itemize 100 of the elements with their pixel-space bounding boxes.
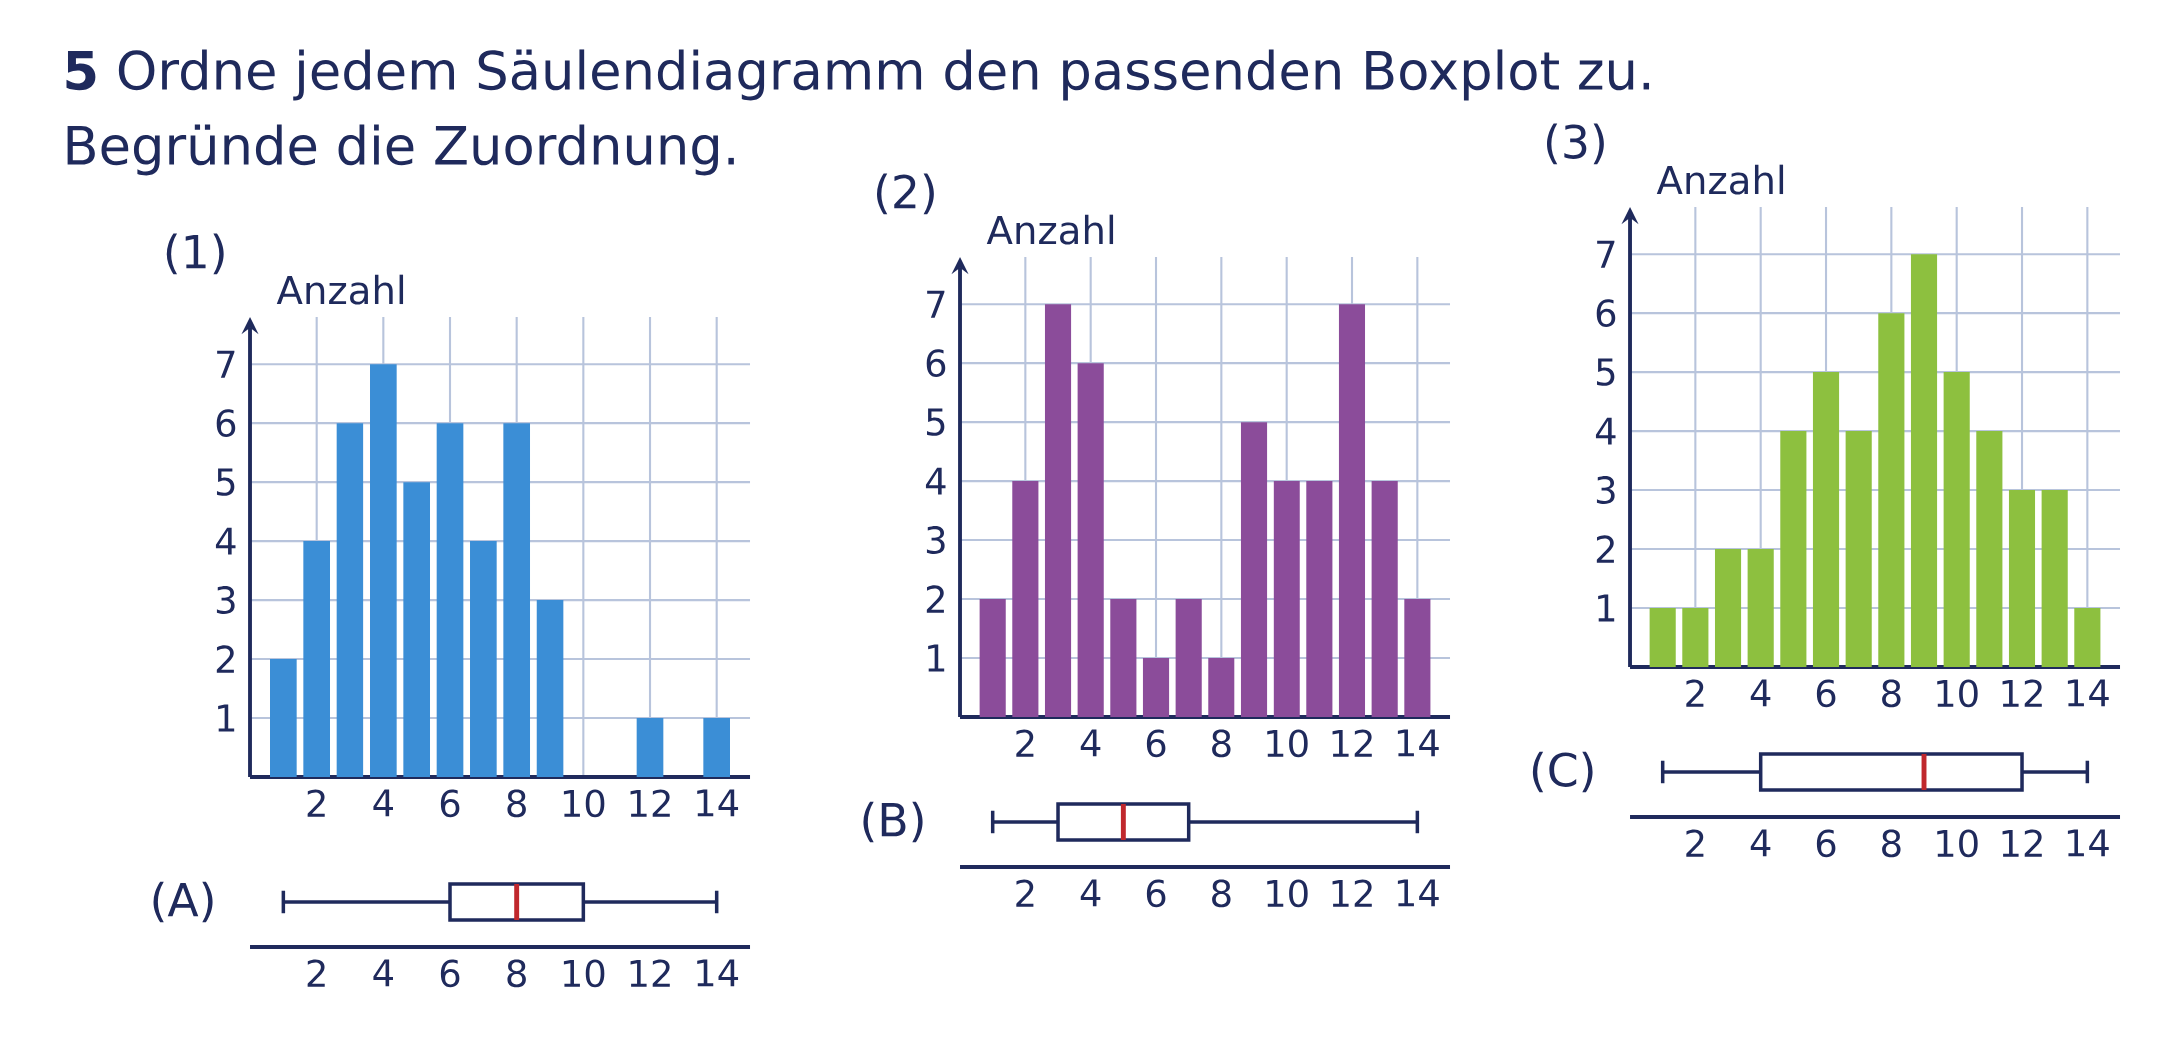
- x-tick-label: 2: [1016, 879, 1034, 907]
- y-tick-label: 4: [215, 527, 236, 555]
- x-tick-label: 6: [440, 789, 460, 818]
- y-tick-label: 7: [927, 290, 945, 318]
- y-tick-label: 1: [218, 704, 235, 732]
- x-tick-label: 14: [2067, 679, 2109, 707]
- bar: [1240, 422, 1268, 717]
- y-tick-label: (B): [863, 801, 923, 843]
- y-tick-label: 7: [1597, 240, 1615, 268]
- x-tick-label: 2: [1686, 829, 1704, 857]
- chart-title: (2): [876, 173, 934, 215]
- bar: [336, 423, 364, 777]
- y-tick-label: 3: [926, 526, 945, 554]
- bar: [1338, 304, 1366, 717]
- y-tick-label: 5: [1596, 358, 1615, 386]
- y-tick-label: 6: [216, 409, 236, 438]
- x-tick-label: 2: [1686, 679, 1704, 707]
- bar: [1780, 431, 1807, 667]
- x-tick-label: 14: [1397, 879, 1439, 907]
- x-tick-label: 14: [2067, 829, 2109, 857]
- bar: [1878, 313, 1905, 667]
- y-axis-title: Anzahl: [276, 274, 404, 305]
- bar: [1747, 549, 1774, 667]
- x-tick-label: 14: [1397, 729, 1439, 757]
- bar: [503, 423, 531, 777]
- bar: [403, 482, 431, 777]
- x-tick-label: 8: [1212, 729, 1231, 758]
- x-tick-label: 6: [440, 959, 460, 988]
- bar: [1943, 372, 1970, 667]
- bar: [2074, 608, 2101, 667]
- x-tick-label: 8: [507, 789, 526, 818]
- x-tick-label: 14: [697, 959, 739, 987]
- bar: [1175, 599, 1202, 717]
- y-tick-label: 1: [928, 644, 945, 672]
- y-tick-label: (C): [1532, 751, 1593, 793]
- x-tick-label: 10: [1937, 679, 1978, 708]
- bar: [303, 541, 331, 777]
- bar: [1044, 304, 1072, 717]
- x-tick-label: 8: [1882, 829, 1901, 858]
- x-tick-label: 12: [1332, 729, 1372, 757]
- x-tick-label: 10: [1267, 729, 1308, 758]
- bar: [703, 718, 731, 777]
- y-tick-label: 6: [1596, 299, 1616, 328]
- bar: [636, 718, 664, 777]
- bar: [270, 659, 297, 777]
- bar: [1142, 658, 1170, 717]
- x-tick-label: 4: [1080, 729, 1101, 757]
- bar: [1682, 608, 1709, 667]
- bar: [2041, 490, 2068, 667]
- y-tick-label: 2: [216, 645, 234, 673]
- x-tick-label: 6: [1816, 829, 1836, 858]
- x-tick-label: 2: [307, 789, 325, 817]
- bar: [1404, 599, 1431, 717]
- y-tick-label: 3: [216, 586, 235, 614]
- text: 5 Ordne jedem Säulendiagramm den passenden Boxplot zu.: [66, 49, 1650, 101]
- y-tick-label: 4: [1595, 417, 1616, 445]
- x-tick-label: 4: [1750, 829, 1771, 857]
- x-tick-label: 12: [2002, 829, 2042, 857]
- bar: [1714, 549, 1742, 667]
- bar: [370, 364, 397, 777]
- x-tick-label: 4: [373, 959, 393, 987]
- x-tick-label: 2: [1016, 729, 1034, 757]
- bar: [1649, 608, 1676, 667]
- x-tick-label: 8: [1212, 879, 1231, 908]
- bar: [1273, 481, 1300, 717]
- bar: [1812, 372, 1840, 667]
- x-tick-label: 8: [507, 959, 526, 988]
- chart-title: (3): [1547, 123, 1604, 165]
- x-tick-label: 4: [1750, 679, 1771, 707]
- x-tick-label: 6: [1816, 679, 1836, 708]
- x-tick-label: 4: [373, 789, 393, 817]
- text: Begründe die Zuordnung.: [67, 124, 734, 176]
- y-tick-label: 1: [1598, 594, 1615, 622]
- x-tick-label: 2: [307, 959, 325, 987]
- x-tick-label: 12: [630, 959, 670, 987]
- y-tick-label: 3: [1596, 476, 1615, 504]
- x-tick-label: 4: [1080, 879, 1101, 907]
- bar: [2008, 490, 2036, 667]
- x-tick-label: 10: [1937, 829, 1978, 858]
- x-tick-label: 12: [2002, 679, 2042, 707]
- y-tick-label: 5: [216, 468, 235, 496]
- bar: [1845, 431, 1872, 667]
- x-tick-label: 10: [563, 789, 605, 818]
- bar: [536, 600, 564, 777]
- bar: [1077, 363, 1104, 717]
- bar: [1306, 481, 1333, 717]
- y-tick-label: 6: [926, 349, 946, 378]
- x-tick-label: 12: [1332, 879, 1372, 907]
- bar: [1910, 254, 1938, 667]
- x-tick-label: 14: [697, 789, 739, 817]
- bar: [436, 423, 464, 777]
- y-tick-label: (A): [153, 881, 213, 923]
- x-tick-label: 12: [630, 789, 670, 817]
- y-tick-label: 7: [217, 350, 235, 378]
- y-tick-label: 5: [926, 408, 945, 436]
- bar: [1976, 431, 2003, 667]
- y-tick-label: 2: [1596, 535, 1614, 563]
- x-tick-label: 10: [563, 959, 605, 988]
- bar: [1371, 481, 1398, 717]
- y-tick-label: 4: [925, 467, 946, 495]
